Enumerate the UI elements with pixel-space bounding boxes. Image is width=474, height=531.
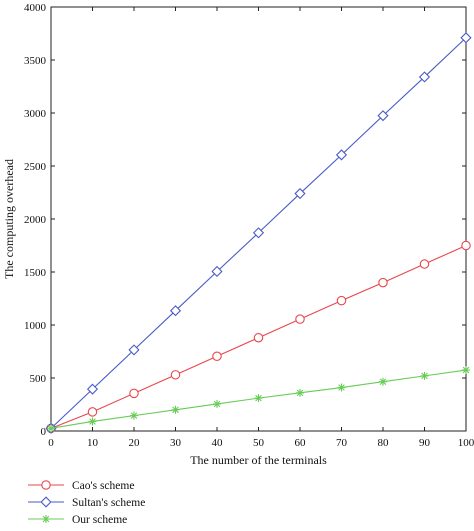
x-tick-label: 70 — [336, 437, 348, 449]
y-tick-label: 0 — [41, 426, 47, 438]
series-1 — [45, 32, 472, 434]
data-point — [86, 383, 99, 395]
x-tick-label: 60 — [295, 437, 307, 449]
y-tick-label: 4000 — [24, 2, 47, 14]
data-point — [171, 405, 180, 414]
data-point — [460, 32, 472, 44]
data-point — [47, 424, 55, 433]
data-point — [419, 259, 430, 269]
data-point — [336, 295, 347, 306]
legend-entry: Our scheme — [28, 514, 127, 526]
legend: Cao's scheme Sultan's scheme Our scheme — [28, 480, 145, 526]
x-tick-label: 0 — [48, 437, 54, 449]
y-tick-label: 2000 — [24, 214, 47, 226]
y-axis-label: The computing overhead — [2, 159, 16, 279]
data-point — [130, 411, 138, 420]
x-tick-label: 10 — [87, 437, 99, 449]
data-point — [169, 305, 182, 317]
legend-label: Sultan's scheme — [72, 497, 145, 509]
data-point — [418, 71, 431, 83]
data-point — [378, 277, 388, 288]
data-point — [41, 480, 51, 490]
data-point — [211, 265, 223, 278]
legend-entry: Cao's scheme — [28, 480, 134, 492]
axes — [50, 6, 467, 432]
y-tick-label: 3500 — [24, 55, 47, 67]
series-2 — [47, 366, 470, 433]
y-tick-label: 500 — [30, 373, 47, 385]
legend-label: Cao's scheme — [72, 480, 134, 492]
data-point — [377, 110, 389, 122]
data-point — [337, 383, 346, 392]
data-point — [295, 314, 305, 324]
data-point — [253, 332, 264, 343]
data-point — [461, 240, 471, 251]
data-point — [296, 388, 304, 397]
plot-frame — [50, 6, 467, 432]
data-point — [335, 149, 348, 161]
data-point — [254, 394, 263, 403]
data-point — [252, 227, 265, 239]
data-point — [294, 187, 306, 200]
series — [45, 32, 472, 434]
x-tick-label: 30 — [170, 437, 182, 449]
data-point — [420, 371, 429, 380]
data-point — [212, 351, 222, 362]
x-tick-label: 50 — [253, 437, 265, 449]
data-point — [129, 388, 139, 399]
x-tick-label: 90 — [419, 437, 431, 449]
data-point — [379, 377, 387, 386]
data-point — [42, 515, 50, 523]
data-point — [128, 344, 140, 356]
x-tick-label: 100 — [458, 437, 474, 449]
data-point — [462, 366, 470, 375]
data-point — [213, 399, 221, 408]
series-0 — [46, 240, 471, 434]
y-tick-label: 1000 — [24, 320, 47, 332]
x-tick-label: 80 — [378, 437, 390, 449]
data-point — [88, 417, 97, 426]
x-axis-label: The number of the terminals — [190, 453, 327, 467]
legend-label: Our scheme — [72, 514, 127, 526]
y-tick-label: 1500 — [24, 267, 47, 279]
data-point — [40, 496, 52, 508]
x-tick-label: 20 — [129, 437, 141, 449]
ticks: 0 10 20 30 40 50 60 70 80 90 100050010001500200025… — [24, 2, 474, 449]
data-point — [87, 407, 98, 417]
x-tick-label: 40 — [212, 437, 224, 449]
y-tick-label: 2500 — [24, 161, 47, 173]
y-tick-label: 3000 — [24, 108, 47, 120]
legend-entry: Sultan's scheme — [28, 496, 145, 509]
data-point — [170, 370, 181, 380]
